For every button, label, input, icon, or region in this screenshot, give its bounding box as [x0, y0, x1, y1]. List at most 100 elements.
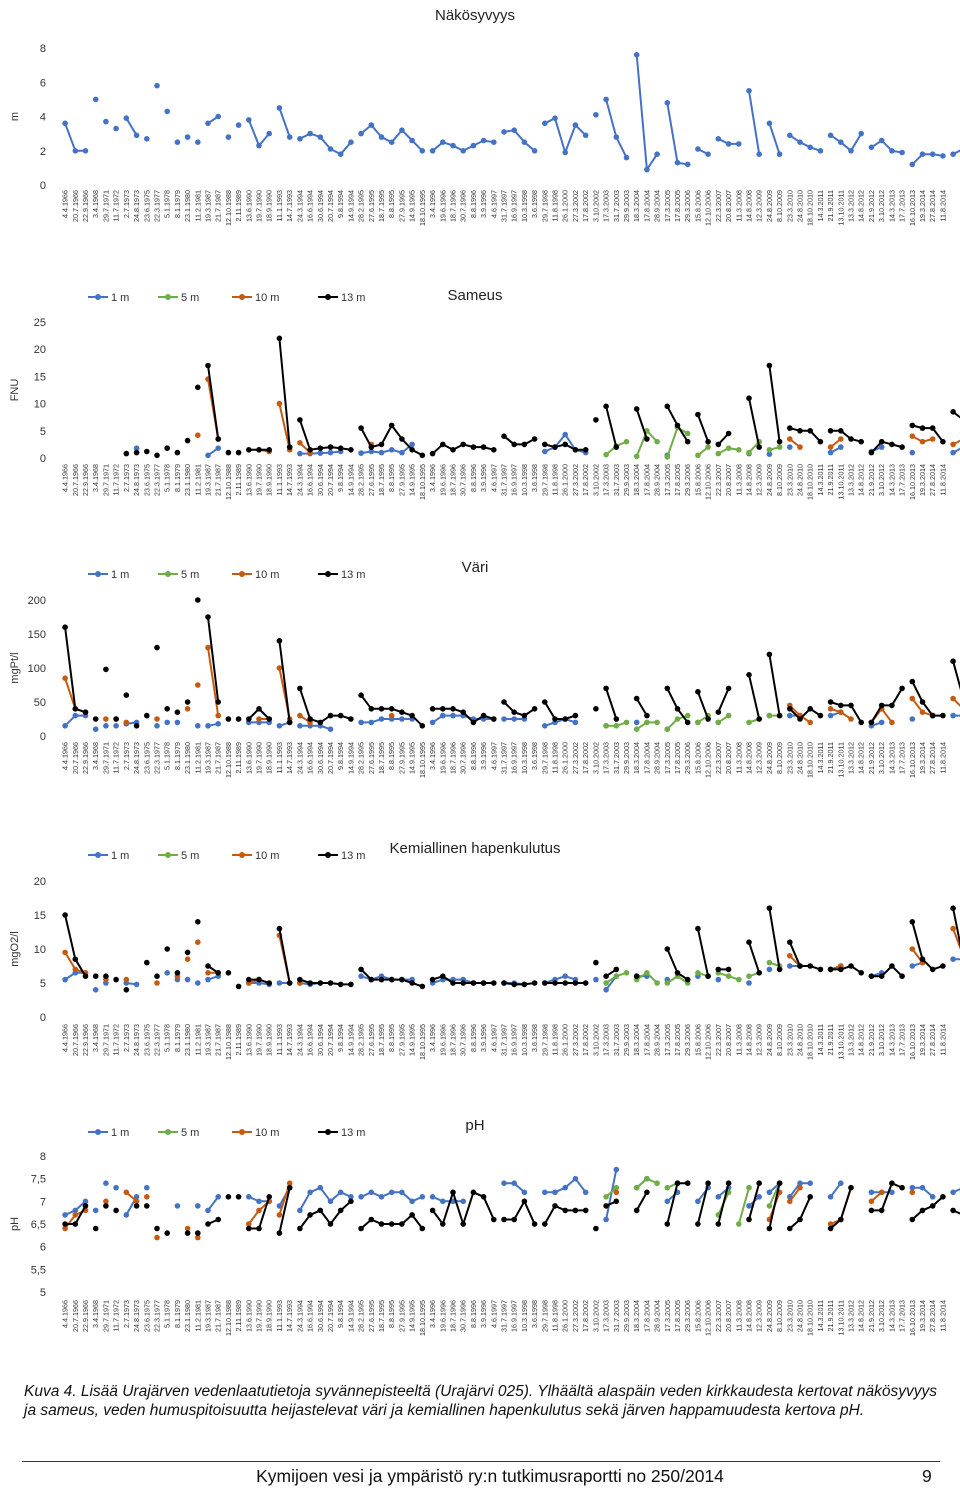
- series-line: [830, 701, 863, 723]
- data-point: [317, 134, 324, 140]
- x-tick-label: 30.6.1994: [316, 464, 325, 496]
- data-point: [378, 976, 385, 983]
- series-line: [768, 908, 781, 970]
- x-tick-label: 15.8.2006: [693, 190, 702, 222]
- data-point: [399, 127, 405, 133]
- x-tick-label: 9.8.1994: [336, 1300, 345, 1328]
- data-point: [776, 966, 783, 973]
- data-point: [368, 444, 375, 450]
- data-point: [889, 963, 895, 969]
- data-point: [348, 139, 354, 145]
- series-line: [952, 928, 960, 950]
- data-point: [899, 1184, 905, 1191]
- data-point: [827, 966, 834, 973]
- data-point: [358, 450, 364, 456]
- data-point: [511, 709, 517, 715]
- data-point: [531, 148, 538, 154]
- data-point: [195, 980, 201, 986]
- data-point: [909, 433, 916, 439]
- data-point: [562, 980, 568, 986]
- data-point: [358, 966, 364, 973]
- x-tick-label: 17.8.2004: [642, 464, 651, 496]
- x-tick-label: 30.6.1994: [316, 742, 325, 774]
- data-point: [562, 149, 568, 156]
- x-tick-label: 27.9.1995: [397, 742, 406, 774]
- x-tick-label: 8.10.2009: [775, 1300, 784, 1332]
- x-tick-label: 29.9.2003: [622, 742, 631, 774]
- x-tick-label: 13.3.2012: [847, 190, 856, 222]
- x-tick-label: 24.3.1994: [295, 742, 304, 774]
- x-tick-label: 22.3.1977: [153, 742, 162, 774]
- data-point: [695, 411, 701, 418]
- x-tick-label: 3.9.1996: [479, 1024, 488, 1052]
- data-point: [848, 716, 854, 722]
- x-tick-label: 10.3.1998: [520, 1300, 529, 1332]
- data-point: [419, 1225, 426, 1232]
- x-tick-label: 27.8.2014: [928, 190, 937, 222]
- data-point: [103, 1198, 109, 1205]
- y-axis-label: pH: [9, 1217, 21, 1231]
- data-point: [889, 148, 895, 154]
- data-point: [103, 666, 109, 673]
- x-tick-label: 20.8.2007: [724, 464, 733, 496]
- series-line: [870, 440, 903, 454]
- legend-marker: [325, 294, 331, 300]
- data-point: [572, 447, 579, 453]
- data-point: [113, 723, 119, 729]
- legend-label: 5 m: [181, 850, 199, 862]
- data-point: [695, 452, 701, 459]
- x-tick-label: 11.7.1972: [112, 1300, 121, 1331]
- data-point: [470, 1189, 477, 1196]
- data-point: [899, 973, 905, 979]
- x-tick-label: 14.7.1993: [285, 1300, 294, 1332]
- x-tick-label: 11.3.2008: [734, 1024, 743, 1055]
- x-tick-label: 16.6.1994: [306, 190, 315, 222]
- data-point: [337, 981, 344, 988]
- data-point: [133, 445, 140, 451]
- x-tick-label: 29.3.2006: [683, 190, 692, 222]
- x-tick-label: 16.6.1994: [306, 464, 315, 496]
- x-tick-label: 3.10.2012: [877, 1300, 886, 1332]
- data-point: [358, 1194, 364, 1200]
- legend-marker: [239, 1129, 245, 1135]
- x-tick-label: 31.7.2003: [612, 190, 621, 222]
- data-point: [123, 450, 130, 457]
- data-point: [144, 1203, 150, 1209]
- data-point: [62, 120, 68, 127]
- data-point: [562, 441, 568, 448]
- x-tick-label: 11.2.1981: [193, 1300, 202, 1331]
- data-point: [154, 452, 160, 459]
- data-point: [562, 431, 568, 438]
- data-point: [113, 125, 119, 132]
- y-tick-label: 0: [40, 731, 46, 743]
- x-tick-label: 19.6.1996: [438, 464, 447, 496]
- data-point: [562, 716, 568, 722]
- data-point: [215, 721, 221, 727]
- series-line: [830, 964, 862, 974]
- series-line: [278, 928, 291, 984]
- x-tick-label: 16.9.1997: [510, 1300, 519, 1332]
- data-point: [684, 430, 691, 437]
- data-point: [491, 139, 497, 145]
- data-point: [205, 976, 211, 983]
- data-point: [766, 959, 773, 966]
- x-tick-label: 27.3.2002: [571, 742, 580, 774]
- x-tick-label: 22.3.2007: [714, 1300, 723, 1332]
- data-point: [409, 712, 415, 719]
- y-axis-label: m: [9, 112, 21, 121]
- data-point: [327, 444, 334, 450]
- x-tick-label: 19.6.1996: [438, 190, 447, 222]
- x-tick-label: 29.7.1971: [101, 464, 110, 496]
- data-point: [307, 130, 313, 137]
- data-point: [358, 973, 364, 979]
- x-tick-label: 14.9.1994: [346, 190, 355, 222]
- x-tick-label: 28.9.2004: [653, 742, 662, 774]
- data-point: [664, 1184, 671, 1191]
- series-line: [912, 424, 944, 443]
- x-tick-label: 18.9.1990: [265, 464, 274, 496]
- series-line: [788, 1187, 801, 1202]
- x-tick-label: 16.10.2013: [908, 464, 917, 500]
- series-line: [298, 688, 352, 724]
- x-tick-label: 2.7.1973: [122, 1024, 131, 1052]
- x-tick-label: 30.7.1996: [459, 190, 468, 222]
